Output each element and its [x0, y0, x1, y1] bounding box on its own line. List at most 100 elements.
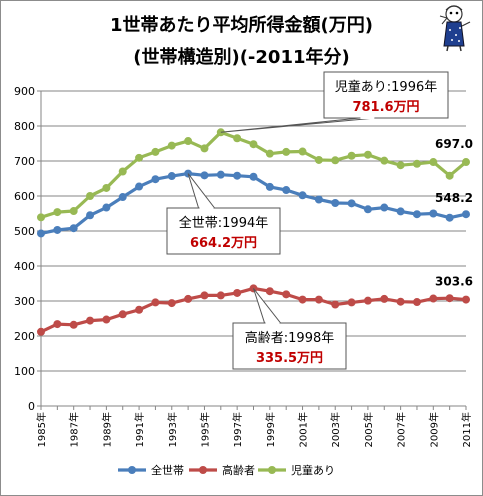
callout-value: 335.5万円	[256, 351, 323, 366]
data-point	[69, 207, 78, 216]
data-point	[102, 183, 111, 192]
data-point	[53, 225, 62, 234]
x-tick-label: 1985年	[35, 412, 48, 447]
end-value-label: 303.6	[435, 275, 473, 289]
x-tick-label: 2007年	[395, 412, 408, 447]
data-point	[347, 298, 356, 307]
data-point	[396, 297, 405, 306]
data-point	[396, 207, 405, 216]
data-point	[380, 203, 389, 212]
data-point	[363, 150, 372, 159]
data-point	[118, 167, 127, 176]
data-point	[298, 295, 307, 304]
data-point	[86, 316, 95, 325]
callout-box	[166, 207, 281, 255]
y-tick-label: 100	[14, 365, 35, 378]
data-point	[380, 294, 389, 303]
data-point	[314, 155, 323, 164]
data-point	[37, 327, 45, 336]
data-point	[363, 205, 372, 214]
data-point	[184, 294, 193, 303]
x-tick-label: 1993年	[166, 412, 179, 447]
data-point	[282, 290, 291, 299]
data-point	[249, 172, 258, 181]
callout-value: 664.2万円	[190, 236, 257, 251]
data-point	[86, 211, 95, 220]
callout-label: 児童あり:1996年	[335, 79, 437, 95]
end-value-label: 697.0	[435, 137, 473, 151]
x-tick-label: 2011年	[460, 412, 473, 447]
data-point	[412, 159, 421, 168]
legend-swatch-marker	[128, 466, 136, 474]
data-point	[37, 229, 45, 238]
data-point	[167, 141, 176, 150]
data-point	[167, 299, 176, 308]
y-tick-label: 200	[14, 330, 35, 343]
data-point	[37, 213, 45, 222]
data-point	[314, 295, 323, 304]
data-point	[282, 147, 291, 156]
y-tick-label: 800	[14, 120, 35, 133]
data-point	[265, 149, 274, 158]
data-point	[69, 320, 78, 329]
x-tick-label: 1987年	[68, 412, 81, 447]
data-point	[412, 210, 421, 219]
data-point	[216, 291, 225, 300]
legend-label: 全世帯	[151, 463, 184, 477]
legend-label: 児童あり	[291, 463, 335, 477]
data-point	[233, 171, 242, 180]
data-point	[53, 320, 62, 329]
data-point	[429, 209, 438, 218]
data-point	[53, 208, 62, 217]
data-point	[429, 158, 438, 167]
data-point	[265, 287, 274, 296]
callout-pointer	[187, 173, 216, 209]
data-point	[331, 300, 340, 309]
callout-label: 高齢者:1998年	[245, 330, 334, 346]
x-tick-label: 1999年	[264, 412, 277, 447]
data-point	[135, 305, 144, 314]
data-point	[331, 156, 340, 165]
data-point	[396, 161, 405, 170]
data-point	[167, 172, 176, 181]
chart-title-line2: (世帯構造別)(-2011年分)	[133, 47, 350, 68]
data-point	[265, 182, 274, 191]
x-tick-label: 2003年	[329, 412, 342, 447]
data-point	[363, 296, 372, 305]
data-point	[233, 288, 242, 297]
data-point	[216, 170, 225, 179]
legend-swatch-marker	[268, 466, 276, 474]
callout-pointer	[220, 117, 376, 133]
data-point	[429, 294, 438, 303]
data-point	[118, 193, 127, 202]
data-point	[462, 158, 470, 167]
y-tick-label: 500	[14, 225, 35, 238]
data-point	[249, 140, 258, 149]
data-point	[200, 291, 209, 300]
x-tick-label: 1991年	[133, 412, 146, 447]
callout-box	[323, 71, 449, 119]
y-tick-label: 700	[14, 155, 35, 168]
data-point	[184, 137, 193, 146]
x-tick-label: 2005年	[362, 412, 375, 447]
data-point	[233, 134, 242, 143]
x-tick-label: 2009年	[427, 412, 440, 447]
callout-label: 全世帯:1994年	[179, 215, 268, 231]
callout-box	[232, 322, 347, 370]
data-point	[282, 186, 291, 195]
data-point	[102, 315, 111, 324]
data-point	[412, 298, 421, 307]
y-tick-label: 600	[14, 190, 35, 203]
data-point	[445, 213, 454, 222]
data-point	[69, 224, 78, 233]
data-point	[445, 294, 454, 303]
data-point	[462, 295, 470, 304]
data-point	[462, 210, 470, 219]
legend-swatch-marker	[199, 466, 207, 474]
data-point	[135, 153, 144, 162]
data-point	[298, 147, 307, 156]
data-point	[380, 156, 389, 165]
data-point	[135, 182, 144, 191]
x-tick-label: 2001年	[297, 412, 310, 447]
